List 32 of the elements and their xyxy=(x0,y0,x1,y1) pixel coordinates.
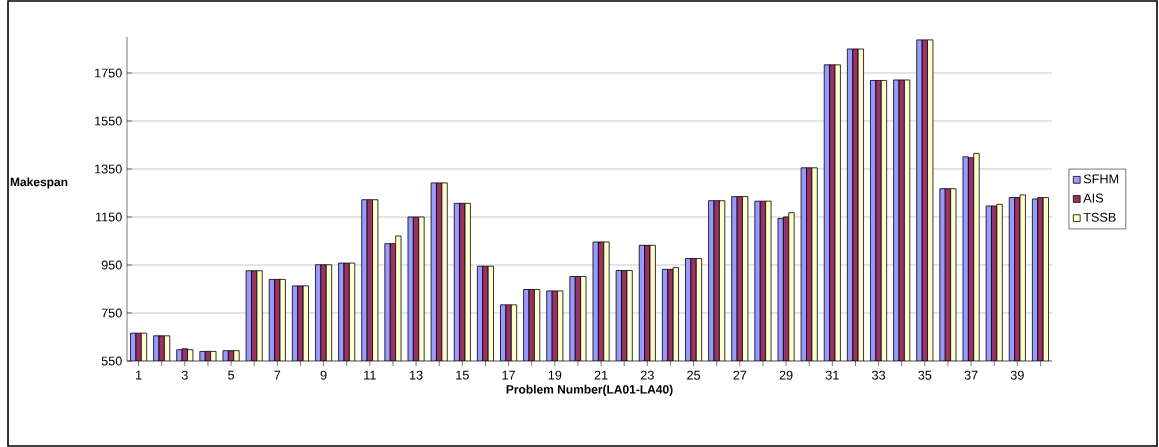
x-tick-label: 5 xyxy=(228,370,235,380)
x-tick-label: 7 xyxy=(274,370,281,380)
x-tick-label: 9 xyxy=(320,370,327,380)
x-tick-label: 1 xyxy=(136,370,142,380)
y-tick-label: 950 xyxy=(101,260,122,270)
x-axis-title: Problem Number(LA01-LA40) xyxy=(506,384,673,397)
x-tick-label: 3 xyxy=(181,370,188,380)
y-tick-label: 750 xyxy=(101,308,122,318)
x-tick-label: 25 xyxy=(687,370,701,380)
x-tick-label: 39 xyxy=(1010,370,1024,380)
y-tick-label: 1750 xyxy=(95,68,122,78)
x-tick-label: 29 xyxy=(779,370,793,380)
x-tick-label: 23 xyxy=(640,370,654,380)
x-tick-label: 31 xyxy=(825,370,839,380)
y-tick-label: 1550 xyxy=(95,116,122,126)
legend-label: TSSB xyxy=(1083,212,1116,222)
y-tick-label: 1150 xyxy=(96,212,122,222)
x-tick-label: 17 xyxy=(502,370,515,380)
x-tick-label: 35 xyxy=(918,370,932,380)
x-tick-label: 37 xyxy=(964,370,978,380)
x-tick-label: 33 xyxy=(872,370,886,380)
legend-label: SFHM xyxy=(1083,174,1119,184)
y-tick-label: 550 xyxy=(101,356,122,366)
x-tick-label: 11 xyxy=(364,370,376,380)
x-tick-label: 19 xyxy=(548,370,562,380)
x-tick-label: 27 xyxy=(733,370,747,380)
x-tick-label: 13 xyxy=(409,370,423,380)
x-tick-label: 21 xyxy=(594,370,608,380)
x-tick-label: 15 xyxy=(456,370,469,380)
y-tick-label: 1350 xyxy=(95,164,122,174)
legend-label: AIS xyxy=(1083,193,1104,203)
y-axis-title: Makespan xyxy=(10,177,68,189)
